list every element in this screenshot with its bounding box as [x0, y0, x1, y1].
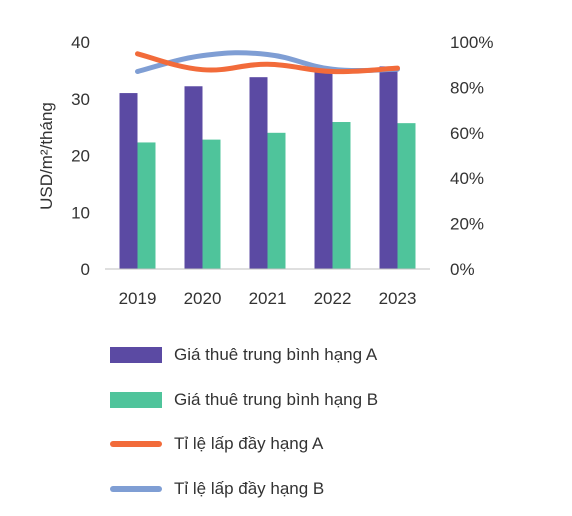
y2-tick-label: 20%: [450, 215, 484, 234]
x-tick-label: 2022: [314, 289, 352, 308]
y2-tick-label: 80%: [450, 78, 484, 97]
bar-rent-b-2023: [397, 123, 416, 269]
y-tick-label: 40: [71, 33, 90, 52]
x-tick-label: 2021: [249, 289, 287, 308]
y2-axis-ticks: 0% 20% 40% 60% 80% 100%: [450, 33, 493, 279]
bar-rent-b-2019: [137, 142, 156, 269]
y2-tick-label: 100%: [450, 33, 493, 52]
y-tick-label: 20: [71, 147, 90, 166]
bar-rent-a-2023: [379, 66, 398, 269]
y-axis-ticks: 0 10 20 30 40: [71, 33, 90, 279]
bar-rent-b-2020: [202, 139, 221, 269]
bar-rent-a-2019: [119, 93, 138, 269]
legend-swatch-rent-a: [110, 347, 162, 364]
y-tick-label: 10: [71, 203, 90, 222]
bar-rent-b-2022: [332, 122, 351, 269]
legend-swatch-occupancy-a: [110, 441, 162, 448]
legend-label-occupancy-a: Tỉ lệ lấp đầy hạng A: [174, 434, 324, 454]
x-tick-label: 2020: [184, 289, 222, 308]
y2-tick-label: 0%: [450, 260, 475, 279]
legend-label-occupancy-b: Tỉ lệ lấp đầy hạng B: [174, 478, 325, 498]
chart: 0 10 20 30 40 0% 20% 40% 60% 80% 100% 2019 2020 202…: [37, 33, 493, 308]
y2-tick-label: 40%: [450, 169, 484, 188]
x-tick-label: 2023: [379, 289, 417, 308]
x-axis-ticks: 2019 2020 2021 2022 2023: [119, 289, 417, 308]
x-tick-label: 2019: [119, 289, 157, 308]
legend-item-occupancy-a: Tỉ lệ lấp đầy hạng A: [110, 422, 378, 467]
bars-group: [119, 66, 416, 269]
lines-group: [135, 50, 400, 75]
legend-item-occupancy-b: Tỉ lệ lấp đầy hạng B: [110, 467, 378, 512]
legend-item-rent-b: Giá thuê trung bình hạng B: [110, 378, 378, 423]
bar-rent-a-2022: [314, 68, 333, 269]
bar-rent-b-2021: [267, 132, 286, 269]
legend-swatch-occupancy-b: [110, 485, 162, 492]
y-axis-label: USD/m²/tháng: [37, 102, 56, 210]
y-tick-label: 0: [81, 260, 90, 279]
line-occupancy-a: [135, 51, 400, 75]
legend-label-rent-a: Giá thuê trung bình hạng A: [174, 345, 378, 365]
y-tick-label: 30: [71, 90, 90, 109]
bar-rent-a-2021: [249, 77, 268, 269]
y2-tick-label: 60%: [450, 124, 484, 143]
legend: Giá thuê trung bình hạng A Giá thuê trun…: [110, 333, 378, 511]
bar-rent-a-2020: [184, 86, 203, 269]
legend-label-rent-b: Giá thuê trung bình hạng B: [174, 389, 379, 409]
legend-swatch-rent-b: [110, 391, 162, 408]
legend-item-rent-a: Giá thuê trung bình hạng A: [110, 333, 378, 378]
